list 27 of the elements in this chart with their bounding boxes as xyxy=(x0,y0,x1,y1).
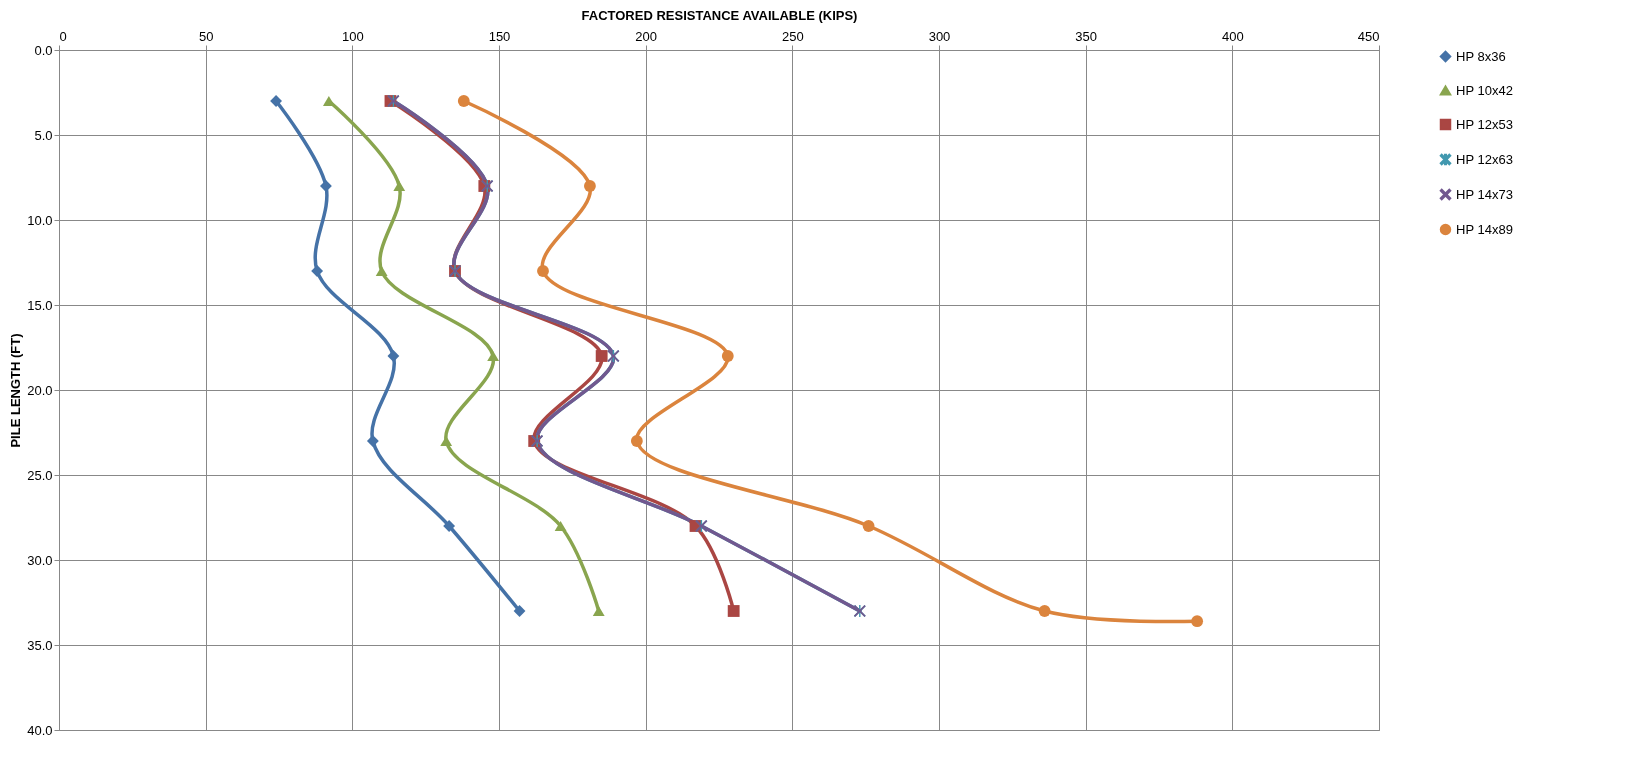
y-tick-label: 35.0 xyxy=(27,637,53,653)
x-tick-label: 100 xyxy=(341,28,364,44)
y-axis-title: PILE LENGTH (FT) xyxy=(8,333,24,448)
legend-label: HP 14x89 xyxy=(1456,221,1513,237)
legend-label: HP 14x73 xyxy=(1456,186,1513,202)
x-axis-title: FACTORED RESISTANCE AVAILABLE (KIPS) xyxy=(581,7,858,23)
x-tick-label: 350 xyxy=(1075,28,1098,44)
y-tick-label: 10.0 xyxy=(27,212,53,228)
x-tick-label: 50 xyxy=(198,28,214,44)
y-tick-label: 0.0 xyxy=(34,42,53,58)
x-tick-label: 150 xyxy=(488,28,511,44)
x-tick-label: 200 xyxy=(635,28,658,44)
y-tick-label: 40.0 xyxy=(27,722,53,738)
legend-label: HP 10x42 xyxy=(1456,82,1513,98)
x-tick-label: 0 xyxy=(59,28,67,44)
y-tick-label: 5.0 xyxy=(34,127,53,143)
y-tick-label: 20.0 xyxy=(27,382,53,398)
legend-label: HP 12x63 xyxy=(1456,151,1513,167)
y-tick-label: 25.0 xyxy=(27,467,53,483)
x-tick-label: 250 xyxy=(781,28,804,44)
x-tick-label: 450 xyxy=(1357,28,1380,44)
legend-label: HP 8x36 xyxy=(1456,48,1506,64)
y-tick-label: 30.0 xyxy=(27,552,53,568)
x-tick-label: 300 xyxy=(928,28,951,44)
x-tick-label: 400 xyxy=(1221,28,1244,44)
y-tick-label: 15.0 xyxy=(27,297,53,313)
legend-label: HP 12x53 xyxy=(1456,116,1513,132)
